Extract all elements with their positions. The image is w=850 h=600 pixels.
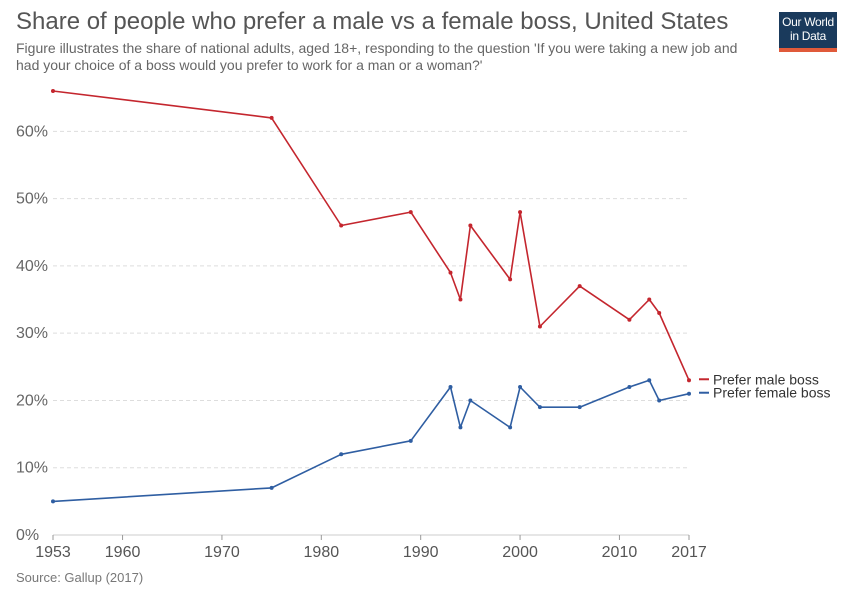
data-point-male — [627, 317, 632, 322]
data-point-male — [408, 210, 413, 215]
data-point-male — [687, 378, 691, 383]
owid-logo[interactable]: Our World in Data — [779, 12, 837, 52]
data-point-male — [339, 223, 344, 228]
data-point-male — [518, 210, 523, 215]
y-tick-label: 30% — [16, 325, 48, 342]
series-line-male — [52, 90, 690, 381]
data-point-female — [51, 499, 55, 504]
x-tick-label: 1990 — [403, 544, 439, 561]
data-point-female — [508, 425, 513, 430]
data-point-male — [577, 284, 582, 289]
data-point-male — [458, 297, 463, 302]
y-tick-label: 10% — [16, 460, 48, 477]
logo-accent-bar — [779, 48, 837, 52]
data-point-female — [518, 385, 523, 389]
chart-subtitle: Figure illustrates the share of national… — [16, 40, 738, 73]
data-point-male — [508, 277, 513, 282]
data-point-male — [647, 297, 652, 302]
data-point-female — [468, 398, 473, 403]
logo-line-1: Our World — [782, 15, 834, 29]
data-point-female — [269, 485, 274, 490]
x-tick-label: 1953 — [35, 544, 71, 561]
data-point-male — [448, 270, 453, 275]
data-point-male — [657, 311, 662, 315]
x-tick-label: 1970 — [204, 544, 240, 561]
source-note[interactable]: Source: Gallup (2017) — [16, 570, 144, 585]
data-point-female — [448, 385, 453, 389]
data-point-male — [468, 223, 473, 228]
data-point-female — [339, 452, 344, 457]
data-point-male — [537, 324, 542, 329]
y-tick-label: 20% — [16, 392, 48, 409]
data-point-female — [647, 378, 652, 383]
data-point-female — [458, 425, 463, 430]
data-point-female — [687, 391, 691, 396]
x-tick-label: 1960 — [105, 544, 141, 561]
y-tick-label: 50% — [16, 191, 48, 208]
legend-label-female: Prefer female boss — [713, 385, 831, 401]
data-point-female — [408, 438, 413, 443]
y-tick-label: 60% — [16, 123, 48, 140]
x-tick-label: 2017 — [671, 544, 707, 561]
series-line-female — [52, 379, 690, 503]
x-tick-label: 2000 — [502, 544, 538, 561]
data-point-female — [657, 398, 662, 403]
data-point-female — [537, 405, 542, 410]
data-point-female — [577, 405, 582, 410]
data-point-male — [51, 89, 55, 93]
y-tick-label: 0% — [16, 527, 39, 544]
x-tick-label: 1980 — [304, 544, 340, 561]
chart-title: Share of people who prefer a male vs a f… — [16, 8, 729, 35]
y-tick-label: 40% — [16, 258, 48, 275]
legend-label-male: Prefer male boss — [713, 371, 819, 387]
logo-line-2: in Data — [790, 29, 826, 43]
data-point-female — [627, 385, 632, 389]
x-tick-label: 2010 — [602, 544, 638, 561]
data-point-male — [269, 115, 274, 120]
